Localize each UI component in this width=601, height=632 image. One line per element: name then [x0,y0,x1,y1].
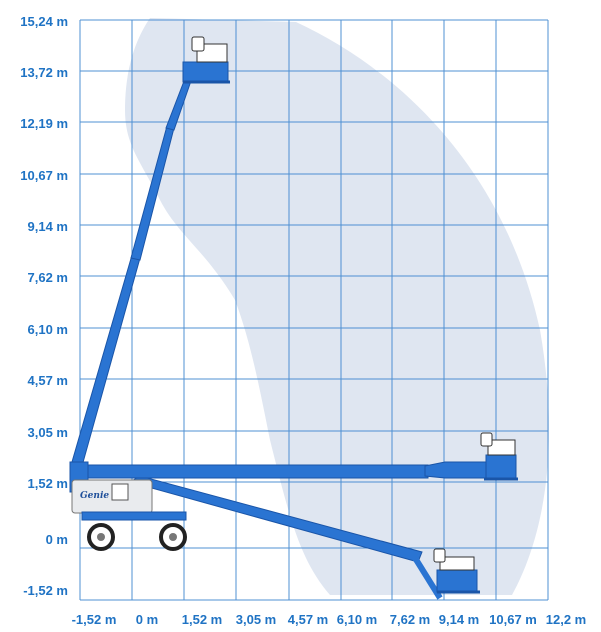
y-axis-ticks: 15,24 m 13,72 m 12,19 m 10,67 m 9,14 m 7… [20,14,68,598]
x-tick-label: 12,2 m [546,612,586,627]
x-tick-label: -1,52 m [72,612,117,627]
y-tick-label: -1,52 m [23,583,68,598]
x-axis-ticks: -1,52 m 0 m 1,52 m 3,05 m 4,57 m 6,10 m … [72,612,587,627]
chassis-frame [81,511,187,521]
x-tick-label: 6,10 m [337,612,377,627]
horizontal-platform-basket [480,432,518,481]
x-tick-label: 4,57 m [288,612,328,627]
machine-base: Genie [69,461,187,551]
y-tick-label: 15,24 m [20,14,68,29]
raised-platform-basket [182,36,230,84]
lower-boom-jib [409,551,443,600]
working-envelope-area [125,18,550,595]
genie-logo: Genie [80,491,109,501]
horizontal-boom-jib [424,461,491,479]
boom-horizontal [77,432,518,481]
y-tick-label: 10,67 m [20,168,68,183]
y-tick-label: 12,19 m [20,116,68,131]
y-tick-label: 4,57 m [28,373,68,388]
lower-platform-basket [433,548,480,594]
y-tick-label: 7,62 m [28,270,68,285]
x-tick-label: 9,14 m [439,612,479,627]
y-tick-label: 6,10 m [28,322,68,337]
x-tick-label: 7,62 m [390,612,430,627]
boom-raised [71,36,230,467]
control-box [111,483,129,501]
x-tick-label: 0 m [136,612,158,627]
x-tick-label: 10,67 m [489,612,537,627]
y-tick-label: 3,05 m [28,425,68,440]
horizontal-boom-arm [77,464,429,479]
y-tick-label: 0 m [46,532,68,547]
raised-boom-lower-section [71,254,141,467]
y-tick-label: 9,14 m [28,219,68,234]
x-tick-label: 3,05 m [236,612,276,627]
x-tick-label: 1,52 m [182,612,222,627]
y-tick-label: 13,72 m [20,65,68,80]
y-tick-label: 1,52 m [28,476,68,491]
